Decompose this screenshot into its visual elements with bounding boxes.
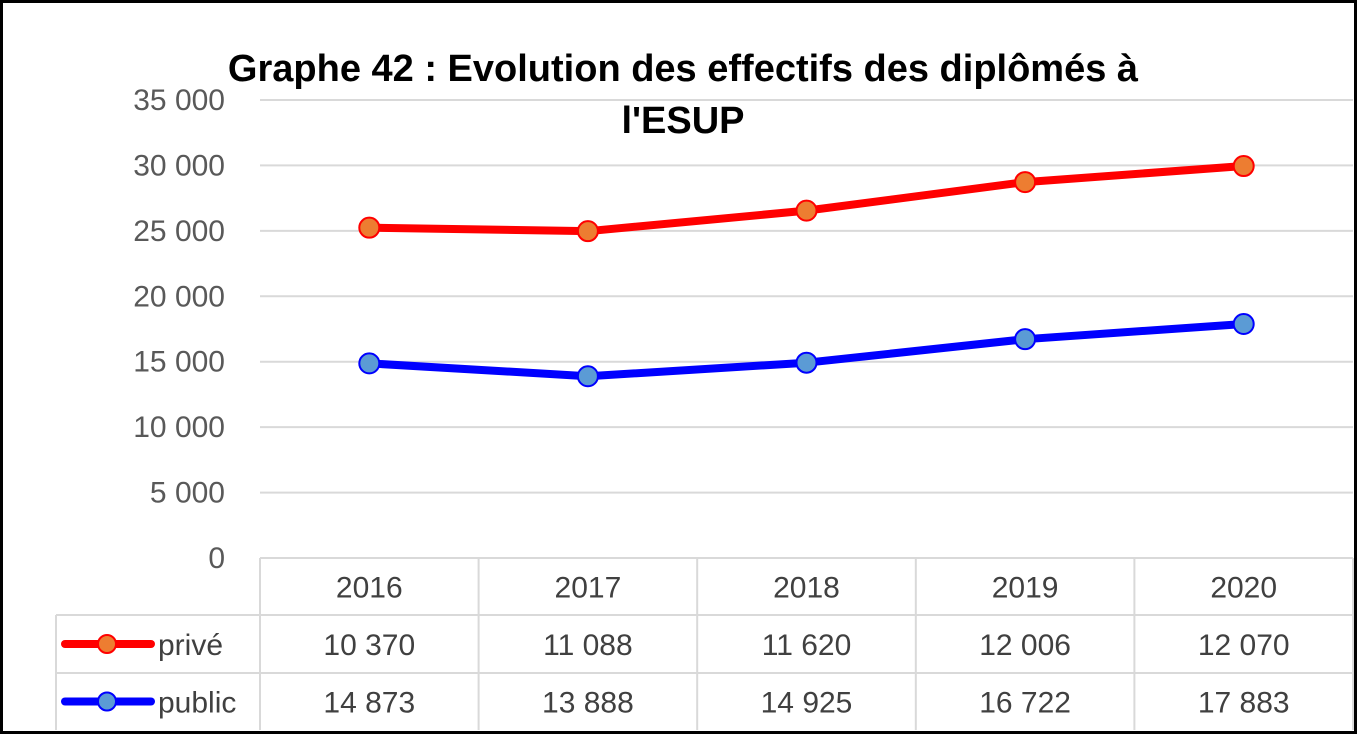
- legend-key-marker: [97, 634, 117, 654]
- y-tick-label: 0: [208, 542, 225, 575]
- data-point: [1014, 328, 1037, 351]
- x-tick-label: 2016: [336, 572, 403, 605]
- data-point: [576, 365, 599, 388]
- data-table: 2016 2017 2018 2019 2020 privé 10 370 11 088 11 …: [55, 557, 1354, 730]
- y-tick-label: 30 000: [133, 149, 225, 182]
- data-point: [576, 220, 599, 243]
- data-point: [358, 216, 381, 239]
- y-tick-label: 5 000: [150, 477, 225, 510]
- series-lines: [358, 155, 1255, 388]
- x-tick-label: 2018: [773, 572, 840, 605]
- data-point: [358, 352, 381, 375]
- table-cell: 10 370: [323, 629, 415, 662]
- table-cell: 12 006: [979, 629, 1071, 662]
- data-point: [795, 351, 818, 374]
- legend-label: privé: [158, 629, 223, 662]
- data-point: [1014, 171, 1037, 194]
- table-cell: 12 070: [1198, 629, 1290, 662]
- table-cell: 17 883: [1198, 687, 1290, 720]
- x-tick-label: 2019: [992, 572, 1059, 605]
- legend-label: public: [158, 687, 236, 720]
- y-tick-label: 35 000: [133, 84, 225, 117]
- y-axis-ticks: 0 5 000 10 000 15 000 20 000 25 000 30 000 35 0…: [133, 84, 225, 575]
- chart-title: Graphe 42 : Evolution des effectifs des …: [227, 48, 1139, 142]
- legend-key-marker: [97, 691, 117, 712]
- x-tick-label: 2020: [1210, 572, 1277, 605]
- line-chart: 0 5 000 10 000 15 000 20 000 25 000 30 000 35 0…: [55, 84, 1354, 730]
- x-tick-label: 2017: [555, 572, 622, 605]
- table-cell: 11 620: [762, 629, 852, 662]
- y-tick-label: 10 000: [133, 411, 225, 444]
- gridlines: [260, 99, 1353, 494]
- data-point: [795, 199, 818, 222]
- data-point: [1232, 312, 1255, 335]
- y-tick-label: 20 000: [133, 280, 225, 313]
- y-tick-label: 15 000: [133, 346, 225, 379]
- table-cell: 11 088: [543, 629, 633, 662]
- table-cell: 14 925: [761, 687, 853, 720]
- table-cell: 14 873: [323, 687, 415, 720]
- table-cell: 16 722: [979, 687, 1071, 720]
- table-cell: 13 888: [542, 687, 634, 720]
- data-point: [1232, 155, 1255, 178]
- y-tick-label: 25 000: [133, 215, 225, 248]
